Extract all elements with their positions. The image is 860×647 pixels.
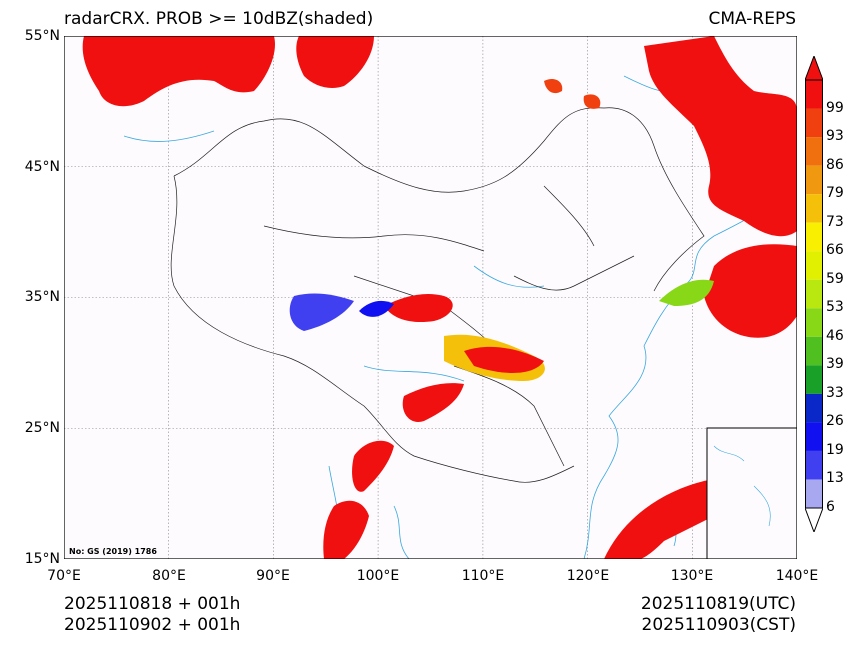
colorbar-segment [805, 365, 823, 394]
colorbar-label: 59 [826, 270, 844, 287]
colorbar-segment [805, 450, 823, 480]
colorbar-max-arrow [805, 56, 823, 81]
valid-utc: 2025110819(UTC) [640, 594, 796, 614]
lon-label: 80°E [152, 568, 186, 584]
valid-times: 2025110819(UTC) 2025110903(CST) [641, 594, 796, 636]
colorbar-segment [805, 393, 823, 423]
lat-label: 55°N [24, 28, 60, 44]
colorbar-segment [805, 279, 823, 309]
map-note: No: GS (2019) 1786 [69, 547, 157, 556]
colorbar-segment [805, 165, 823, 195]
map-panel: No: GS (2019) 1786 [64, 36, 797, 559]
lat-label: 35°N [24, 289, 60, 305]
inset-map [706, 427, 797, 559]
prob-shading [82, 36, 797, 559]
lon-label: 90°E [256, 568, 290, 584]
colorbar-label: 33 [826, 384, 844, 401]
boundaries [170, 107, 705, 483]
lon-label: 70°E [47, 568, 81, 584]
lon-label: 100°E [356, 568, 400, 584]
valid-cst: 2025110903(CST) [641, 615, 796, 635]
colorbar-segment [805, 308, 823, 337]
colorbar-label: 73 [826, 213, 844, 230]
lat-label: 25°N [24, 420, 60, 436]
lon-label: 110°E [461, 568, 505, 584]
inset-features [713, 445, 771, 527]
model-name: CMA-REPS [708, 9, 796, 29]
colorbar-segment [805, 194, 823, 223]
init-line-1: 2025110818 + 001h [64, 594, 241, 614]
colorbar-label: 66 [826, 242, 844, 259]
lat-label: 15°N [24, 551, 60, 567]
colorbar-label: 86 [826, 156, 844, 173]
colorbar-segment [805, 336, 823, 366]
colorbar-segment [805, 137, 823, 166]
lat-label: 45°N [24, 159, 60, 175]
lon-label: 140°E [775, 568, 819, 584]
lon-label: 130°E [670, 568, 714, 584]
colorbar-label: 39 [826, 356, 844, 373]
colorbar-label: 26 [826, 413, 844, 430]
colorbar-label: 93 [826, 128, 844, 145]
colorbar-label: 19 [826, 441, 844, 458]
init-line-2: 2025110902 + 001h [64, 615, 241, 635]
map-title: radarCRX. PROB >= 10dBZ(shaded) [64, 9, 374, 29]
colorbar-min-arrow [805, 507, 823, 532]
colorbar-segment [805, 80, 823, 109]
colorbar-segment [805, 479, 823, 508]
lon-label: 120°E [566, 568, 610, 584]
colorbar-label: 79 [826, 185, 844, 202]
colorbar-segment [805, 422, 823, 451]
colorbar-label: 46 [826, 327, 844, 344]
colorbar-segment [805, 108, 823, 138]
colorbar-segment [805, 251, 823, 280]
colorbar-segment [805, 222, 823, 252]
colorbar-label: 6 [826, 499, 835, 515]
colorbar [805, 56, 823, 532]
colorbar-label: 13 [826, 470, 844, 487]
colorbar-label: 99 [826, 99, 844, 116]
init-times: 2025110818 + 001h 2025110902 + 001h [64, 594, 240, 636]
colorbar-label: 53 [826, 299, 844, 316]
